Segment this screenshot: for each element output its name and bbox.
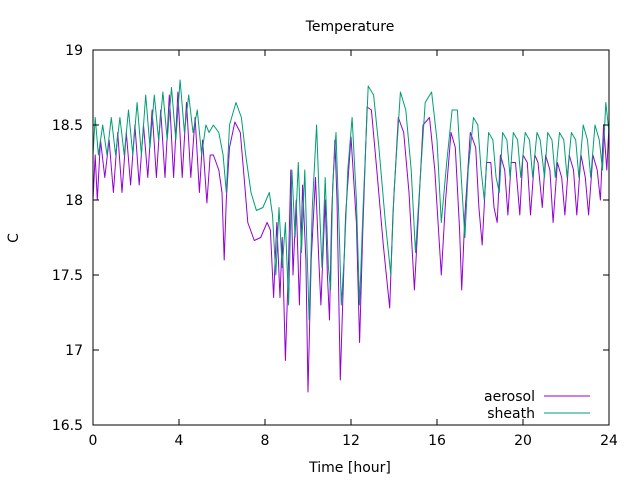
series-line-sheath <box>92 79 610 321</box>
y-tick-label: 17.5 <box>52 268 83 284</box>
series-line-aerosol <box>92 91 610 393</box>
legend-label-aerosol: aerosol <box>484 389 535 405</box>
x-tick-label: 0 <box>89 433 98 449</box>
x-tick-label: 4 <box>175 433 184 449</box>
x-tick-label: 12 <box>342 433 360 449</box>
y-tick-label: 17 <box>65 343 83 359</box>
y-axis-label: C <box>6 233 22 243</box>
y-tick-label: 16.5 <box>52 418 83 434</box>
tick-layer: 0 4 8 12 16 20 24 16.5 17 17.5 18 18.5 19 <box>52 43 618 449</box>
y-tick-label: 19 <box>65 43 83 59</box>
y-tick-label: 18.5 <box>52 118 83 134</box>
x-tick-label: 24 <box>600 433 618 449</box>
x-axis-label: Time [hour] <box>308 460 391 476</box>
x-tick-label: 20 <box>514 433 532 449</box>
x-tick-label: 8 <box>261 433 270 449</box>
plot-frame <box>92 49 610 426</box>
legend-label-sheath: sheath <box>487 406 535 422</box>
x-tick-label: 16 <box>428 433 446 449</box>
chart-title: Temperature <box>305 19 395 35</box>
y-tick-label: 18 <box>65 193 83 209</box>
series-layer <box>92 79 610 393</box>
